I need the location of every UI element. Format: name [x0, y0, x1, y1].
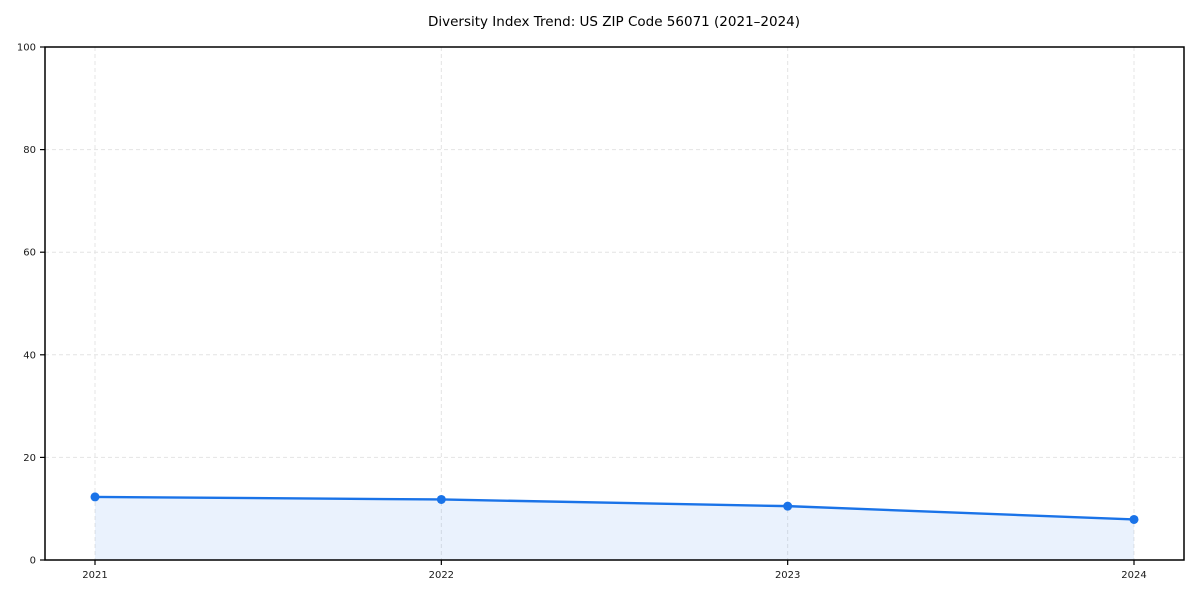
y-tick-label: 60 [23, 248, 36, 259]
x-tick-label: 2021 [82, 570, 107, 581]
y-tick-label: 40 [23, 350, 36, 361]
data-point-2021 [90, 492, 100, 502]
y-tick-label: 0 [30, 556, 36, 567]
y-tick-label: 80 [23, 145, 36, 156]
plot-border [44, 46, 1185, 561]
data-point-2023 [783, 501, 793, 511]
x-tick-label: 2023 [775, 570, 800, 581]
x-tick-label: 2022 [429, 570, 454, 581]
data-point-2022 [436, 494, 446, 504]
y-tick-label: 20 [23, 453, 36, 464]
area-fill [95, 496, 1134, 560]
trend-line [93, 495, 1136, 521]
y-tick-label: 100 [17, 43, 36, 54]
data-point-2024 [1129, 514, 1139, 524]
chart-title: Diversity Index Trend: US ZIP Code 56071… [428, 14, 800, 30]
x-tick-label: 2024 [1121, 570, 1146, 581]
